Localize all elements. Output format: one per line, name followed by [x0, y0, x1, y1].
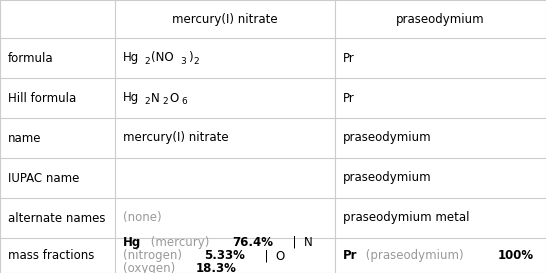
- Text: formula: formula: [8, 52, 54, 64]
- Text: (NO: (NO: [151, 52, 174, 64]
- Text: (nitrogen): (nitrogen): [123, 249, 186, 262]
- Text: praseodymium: praseodymium: [343, 132, 432, 144]
- Text: 5.33%: 5.33%: [204, 249, 245, 262]
- Text: 100%: 100%: [497, 249, 534, 262]
- Text: alternate names: alternate names: [8, 212, 105, 224]
- Text: (mercury): (mercury): [146, 236, 213, 249]
- Text: mercury(I) nitrate: mercury(I) nitrate: [172, 13, 278, 25]
- Text: praseodymium: praseodymium: [396, 13, 485, 25]
- Text: mercury(I) nitrate: mercury(I) nitrate: [123, 132, 229, 144]
- Text: praseodymium metal: praseodymium metal: [343, 212, 470, 224]
- Text: ): ): [188, 52, 192, 64]
- Text: 3: 3: [180, 57, 186, 66]
- Text: Hill formula: Hill formula: [8, 91, 76, 105]
- Text: 2: 2: [144, 97, 150, 106]
- Text: 2: 2: [163, 97, 168, 106]
- Text: (praseodymium): (praseodymium): [361, 249, 467, 262]
- Text: Hg: Hg: [123, 52, 139, 64]
- Text: O: O: [170, 91, 179, 105]
- Text: 6: 6: [182, 97, 187, 106]
- Text: 2: 2: [144, 57, 150, 66]
- Text: 76.4%: 76.4%: [232, 236, 273, 249]
- Text: 2: 2: [194, 57, 199, 66]
- Text: |  O: | O: [257, 249, 285, 262]
- Text: Hg: Hg: [123, 236, 141, 249]
- Text: Pr: Pr: [343, 91, 355, 105]
- Text: praseodymium: praseodymium: [343, 171, 432, 185]
- Text: (oxygen): (oxygen): [123, 262, 179, 273]
- Text: N: N: [151, 91, 160, 105]
- Text: |  N: | N: [285, 236, 312, 249]
- Text: Pr: Pr: [343, 52, 355, 64]
- Text: 18.3%: 18.3%: [195, 262, 236, 273]
- Text: name: name: [8, 132, 41, 144]
- Text: Pr: Pr: [343, 249, 358, 262]
- Text: mass fractions: mass fractions: [8, 249, 94, 262]
- Text: Hg: Hg: [123, 91, 139, 105]
- Text: (none): (none): [123, 212, 162, 224]
- Text: IUPAC name: IUPAC name: [8, 171, 79, 185]
